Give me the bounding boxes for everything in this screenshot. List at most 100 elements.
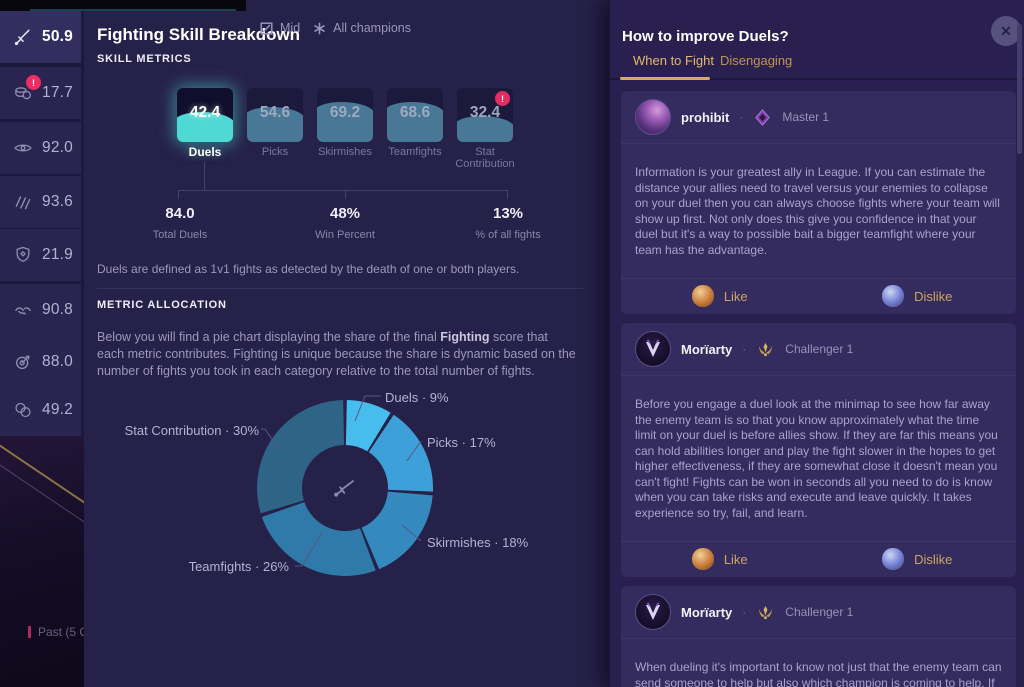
sidebar-score: 90.8: [42, 301, 73, 318]
all-champions-icon: [313, 22, 326, 35]
mid-lane-icon: [260, 21, 273, 35]
sidebar-score: 93.6: [42, 193, 73, 210]
duels-definition: Duels are defined as 1v1 fights as detec…: [97, 262, 520, 276]
panel-scrollbar-thumb[interactable]: [1017, 24, 1022, 154]
like-emote-icon: [691, 285, 714, 307]
meta-separator: ·: [742, 342, 747, 356]
stat-value: 84.0: [165, 205, 195, 222]
water-fill: [457, 115, 513, 142]
metric-value: 42.4: [189, 103, 221, 121]
dislike-emote-icon: [882, 548, 905, 570]
rank-label: Master 1: [782, 110, 830, 124]
like-emote-icon: [691, 548, 714, 570]
pie-label-duels: Duels · 9%: [385, 390, 449, 405]
tip-card: prohibit · Master 1 Information is your …: [621, 91, 1016, 314]
skills-sidebar: 50.9 ! 17.7 92.0: [0, 0, 84, 687]
tip-header: Morïarty · Challenger 1: [621, 586, 1016, 639]
sidebar-item-fighting[interactable]: 50.9: [0, 11, 81, 63]
stat-pct-of-fights: 13% % of all fights: [453, 205, 563, 241]
author-name: Morïarty: [681, 604, 733, 620]
active-tab-indicator: [620, 77, 710, 80]
tips-list: prohibit · Master 1 Information is your …: [621, 91, 1016, 687]
allocation-description: Below you will find a pie chart displayi…: [97, 329, 576, 378]
metric-label: Skirmishes: [318, 146, 372, 158]
stat-win-percent: 48% Win Percent: [290, 205, 400, 241]
handshake-icon: [13, 300, 33, 320]
metric-card-picks[interactable]: 54.6: [247, 88, 303, 142]
metric-card-duels[interactable]: 42.4: [177, 88, 233, 142]
stat-total-duels: 84.0 Total Duels: [125, 205, 235, 241]
water-fill: [387, 101, 443, 142]
sidebar-footer-art: Past (5 G: [0, 437, 84, 687]
stat-label: Win Percent: [315, 229, 375, 241]
connector-stem: [204, 162, 205, 190]
like-label: Like: [723, 551, 748, 567]
metric-card-skirmishes[interactable]: 69.2: [317, 88, 373, 142]
metric-label: Duels: [188, 145, 222, 159]
allocation-pie-chart: Duels · 9% Picks · 17% Skirmishes · 18% …: [97, 383, 587, 608]
pie-slice-duels[interactable]: [345, 400, 391, 452]
tip-header: Morïarty · Challenger 1: [621, 323, 1016, 376]
stat-value: 48%: [329, 205, 361, 222]
champions-filter[interactable]: All champions: [333, 21, 411, 35]
dislike-emote-icon: [882, 285, 905, 307]
connector-rail: [178, 190, 508, 191]
sidebar-score: 49.2: [42, 401, 73, 418]
dislike-button[interactable]: Dislike: [819, 548, 1017, 570]
sidebar-item-masks[interactable]: 49.2: [0, 384, 81, 436]
close-icon[interactable]: ✕: [991, 16, 1021, 46]
legend-marker: [28, 626, 31, 638]
sidebar-item-target[interactable]: 88.0: [0, 336, 81, 388]
metric-card-stat-contribution[interactable]: ! 32.4: [457, 88, 513, 142]
pie-slice-skirmishes[interactable]: [361, 491, 433, 570]
tab-when-to-fight[interactable]: When to Fight: [633, 53, 714, 68]
connector-tick: [345, 190, 346, 199]
section-divider: [97, 288, 583, 289]
metric-card-teamfights[interactable]: 68.6: [387, 88, 443, 142]
metric-label: Teamfights: [388, 146, 442, 158]
stat-label: Total Duels: [152, 229, 208, 241]
metric-value: 68.6: [399, 103, 431, 121]
filter-chips: Mid All champions: [260, 21, 411, 35]
pie-leader-lines: [261, 395, 422, 567]
sidebar-item-handshake[interactable]: 90.8: [0, 284, 81, 336]
tip-header: prohibit · Master 1: [621, 91, 1016, 144]
page-title: Fighting Skill Breakdown: [97, 25, 301, 45]
pie-label-teamfights: Teamfights · 26%: [188, 559, 289, 574]
target-icon: [13, 352, 33, 372]
stat-label: % of all fights: [475, 229, 541, 241]
avatar: [635, 331, 671, 367]
sidebar-item-slashes[interactable]: 93.6: [0, 176, 81, 228]
slashes-icon: [13, 192, 33, 212]
sidebar-score: 92.0: [42, 139, 73, 156]
sidebar-item-shield[interactable]: 21.9: [0, 229, 81, 281]
sidebar-item-coins[interactable]: ! 17.7: [0, 67, 81, 119]
dislike-label: Dislike: [914, 551, 953, 567]
eye-icon: [13, 138, 33, 158]
pie-label-stat-contribution: Stat Contribution · 30%: [124, 423, 259, 438]
dislike-button[interactable]: Dislike: [819, 285, 1017, 307]
skill-metrics-heading: SKILL METRICS: [97, 53, 192, 65]
tip-card: Morïarty · Challenger 1 When dueling it'…: [621, 586, 1016, 687]
meta-separator: ·: [739, 110, 744, 124]
metric-value: 54.6: [259, 103, 291, 121]
pie-slice-picks[interactable]: [368, 414, 433, 492]
avatar: [635, 99, 671, 135]
metric-label: Picks: [261, 146, 289, 158]
author-name: Morïarty: [681, 341, 733, 357]
like-button[interactable]: Like: [621, 548, 819, 570]
like-button[interactable]: Like: [621, 285, 819, 307]
coins-icon: !: [13, 75, 41, 103]
tab-disengaging[interactable]: Disengaging: [720, 53, 793, 68]
tip-text: Before you engage a duel look at the min…: [635, 397, 998, 520]
sidebar-item-vision[interactable]: 92.0: [0, 122, 81, 174]
pie-slice-stat-contribution[interactable]: [257, 400, 345, 514]
top-strip: [0, 0, 246, 11]
meta-separator: ·: [742, 605, 747, 619]
shield-icon: [13, 245, 33, 265]
challenger-emblem-icon: [756, 340, 775, 359]
tip-text: Information is your greatest ally in Lea…: [635, 165, 1000, 257]
role-filter[interactable]: Mid: [280, 21, 301, 35]
metric-label: Stat Contribution: [455, 146, 515, 170]
sword-icon: [13, 27, 33, 47]
